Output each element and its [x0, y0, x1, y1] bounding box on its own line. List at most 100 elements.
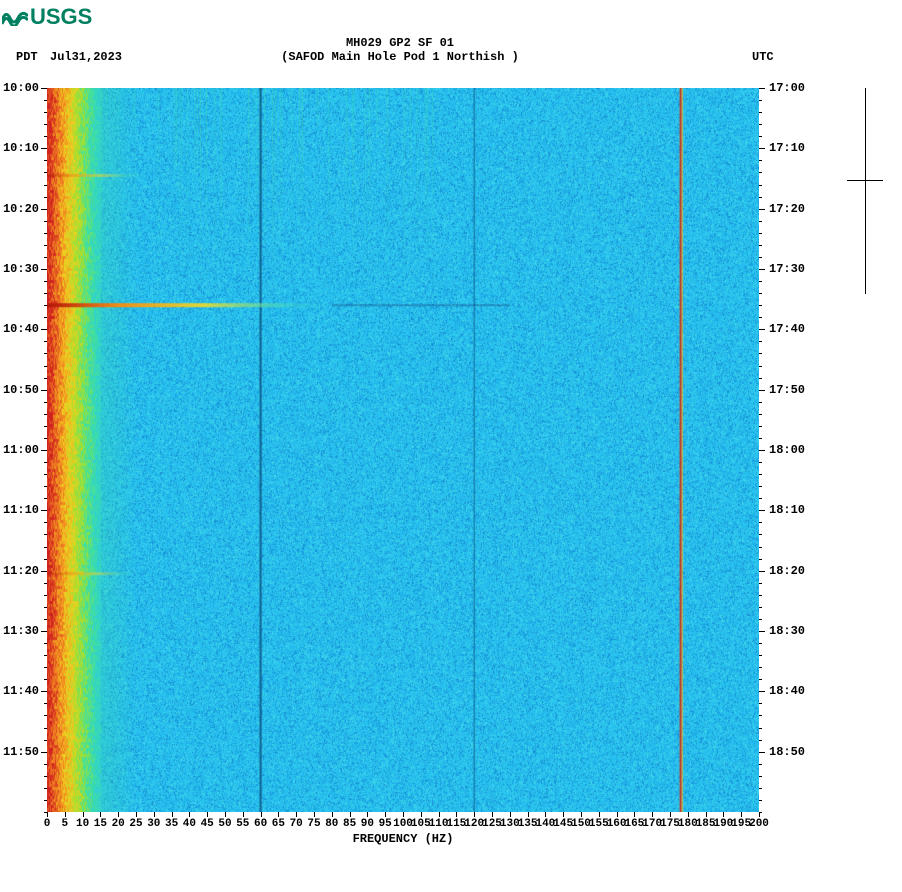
right-tick	[759, 402, 762, 403]
right-tick	[759, 148, 765, 149]
right-tick	[759, 559, 762, 560]
left-tick	[44, 607, 47, 608]
wave-icon	[2, 8, 28, 26]
right-tick	[759, 257, 762, 258]
bottom-tick	[385, 812, 386, 817]
left-tick	[44, 583, 47, 584]
right-tick-label: 17:40	[769, 322, 805, 336]
left-tick	[44, 257, 47, 258]
left-tick	[41, 269, 47, 270]
left-tick-label: 10:50	[3, 383, 39, 397]
right-tick	[759, 390, 765, 391]
left-tick	[44, 221, 47, 222]
right-tick	[759, 715, 762, 716]
right-tick	[759, 740, 762, 741]
left-tick	[44, 498, 47, 499]
left-tick-label: 11:30	[3, 624, 39, 638]
right-tick	[759, 281, 762, 282]
bottom-tick	[189, 812, 190, 817]
bottom-tick	[634, 812, 635, 817]
bottom-tick	[225, 812, 226, 817]
right-tick-label: 17:00	[769, 81, 805, 95]
left-tick	[44, 462, 47, 463]
right-tick	[759, 112, 762, 113]
left-tick	[41, 450, 47, 451]
right-tick	[759, 522, 762, 523]
right-tick	[759, 209, 765, 210]
left-tick	[44, 185, 47, 186]
bottom-tick	[723, 812, 724, 817]
bottom-tick	[510, 812, 511, 817]
left-tick-label: 11:20	[3, 564, 39, 578]
left-tick	[44, 800, 47, 801]
bottom-tick	[528, 812, 529, 817]
bottom-tick	[403, 812, 404, 817]
bottom-tick-label: 95	[379, 818, 392, 830]
right-tick	[759, 510, 765, 511]
left-tick	[44, 474, 47, 475]
bottom-tick	[545, 812, 546, 817]
right-tick	[759, 583, 762, 584]
left-tick-label: 10:00	[3, 81, 39, 95]
right-tick-label: 18:00	[769, 443, 805, 457]
left-tick	[44, 776, 47, 777]
left-tick-label: 10:40	[3, 322, 39, 336]
left-tick-label: 11:40	[3, 684, 39, 698]
bottom-tick-label: 65	[272, 818, 285, 830]
bottom-tick-label: 200	[749, 818, 769, 830]
bottom-tick-label: 5	[61, 818, 68, 830]
bottom-tick	[100, 812, 101, 817]
left-tick	[44, 595, 47, 596]
left-tick	[44, 293, 47, 294]
left-tick	[44, 100, 47, 101]
usgs-logo: USGS	[2, 4, 92, 30]
left-tick	[44, 414, 47, 415]
right-tick	[759, 269, 765, 270]
frequency-axis: FREQUENCY (HZ) 0510152025303540455055606…	[47, 812, 759, 862]
bottom-tick-label: 75	[307, 818, 320, 830]
bottom-tick-label: 15	[94, 818, 107, 830]
right-tick	[759, 293, 762, 294]
right-tick	[759, 124, 762, 125]
right-tick-label: 17:10	[769, 141, 805, 155]
right-tick	[759, 619, 762, 620]
right-tick	[759, 414, 762, 415]
right-tick	[759, 655, 762, 656]
left-tick-label: 11:00	[3, 443, 39, 457]
bottom-tick	[688, 812, 689, 817]
right-tick	[759, 341, 762, 342]
left-tick-label: 10:20	[3, 202, 39, 216]
right-tick	[759, 366, 762, 367]
bottom-tick	[47, 812, 48, 817]
left-time-axis: 10:0010:1010:2010:3010:4010:5011:0011:10…	[0, 88, 47, 812]
left-tick	[44, 197, 47, 198]
left-tick	[44, 353, 47, 354]
bottom-tick	[243, 812, 244, 817]
bottom-tick	[261, 812, 262, 817]
right-tick	[759, 607, 762, 608]
left-tick	[44, 534, 47, 535]
left-tick	[44, 341, 47, 342]
left-tick	[41, 752, 47, 753]
right-tick-label: 18:30	[769, 624, 805, 638]
right-tick	[759, 679, 762, 680]
left-tick	[44, 378, 47, 379]
bottom-tick	[563, 812, 564, 817]
bottom-tick-label: 55	[236, 818, 249, 830]
bottom-tick	[207, 812, 208, 817]
bottom-tick-label: 30	[147, 818, 160, 830]
right-tick-label: 17:30	[769, 262, 805, 276]
bottom-tick	[172, 812, 173, 817]
left-tick	[41, 691, 47, 692]
bottom-tick	[278, 812, 279, 817]
utc-label: UTC	[752, 50, 774, 64]
right-tick	[759, 172, 762, 173]
left-tick	[41, 571, 47, 572]
right-tick	[759, 547, 762, 548]
left-tick	[44, 402, 47, 403]
left-tick	[41, 390, 47, 391]
bottom-tick	[581, 812, 582, 817]
right-tick	[759, 136, 762, 137]
bottom-tick	[706, 812, 707, 817]
x-axis-title: FREQUENCY (HZ)	[47, 832, 759, 846]
